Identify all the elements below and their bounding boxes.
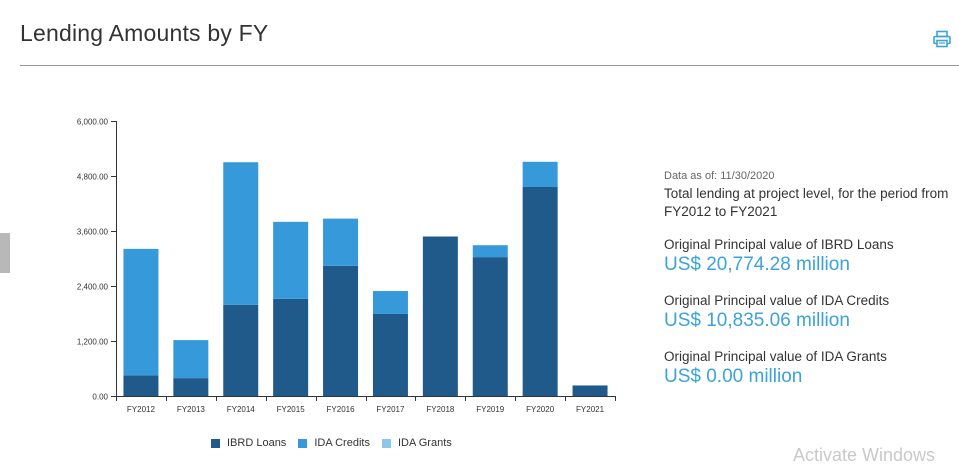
x-tick-label: FY2014 <box>227 405 256 414</box>
y-tick-label: 0.00 <box>92 393 108 402</box>
y-tick-label: 3,600.00 <box>77 228 109 237</box>
y-tick-label: 4,800.00 <box>77 173 109 182</box>
x-tick-label: FY2013 <box>177 405 206 414</box>
bar-ibrd <box>123 375 159 396</box>
legend-item-ibrd[interactable]: IBRD Loans <box>211 437 286 449</box>
legend-label-ida-grants: IDA Grants <box>397 437 452 449</box>
metric-label: Original Principal value of IDA Credits <box>664 293 890 308</box>
metric-value: US$ 10,835.06 million <box>664 310 850 331</box>
bar-ibrd <box>472 257 508 396</box>
side-scroll-tab[interactable] <box>0 233 10 273</box>
bar-ibrd <box>572 385 608 396</box>
metric-value: US$ 0.00 million <box>664 366 803 387</box>
print-button[interactable] <box>932 29 952 49</box>
chart-legend: IBRD Loans IDA Credits IDA Grants <box>211 436 464 450</box>
legend-swatch-ibrd <box>211 438 220 448</box>
bar-ibrd <box>273 298 309 396</box>
y-tick-label: 2,400.00 <box>77 283 109 292</box>
title-divider <box>20 65 959 66</box>
bar-ida-credits <box>223 162 259 305</box>
bar-ibrd <box>372 313 408 396</box>
bar-ida-credits <box>173 340 209 379</box>
metric-ida-credits: Original Principal value of IDA Credits … <box>664 292 959 333</box>
bar-ida-credits <box>123 248 159 376</box>
x-tick-label: FY2021 <box>576 405 605 414</box>
lending-chart: 0.00 1,200.00 2,400.00 3,600.00 4,800.00 6,00… <box>77 118 616 414</box>
bar-ibrd <box>173 378 209 396</box>
legend-label-ibrd: IBRD Loans <box>227 437 287 449</box>
legend-swatch-ida-credits <box>298 438 308 448</box>
legend-swatch-ida-grants <box>381 438 391 448</box>
bar-ida-credits <box>323 218 359 266</box>
printer-icon <box>933 30 951 48</box>
x-tick-label: FY2015 <box>277 405 306 414</box>
bar-ibrd <box>223 304 259 396</box>
metric-label: Original Principal value of IDA Grants <box>664 349 887 364</box>
bar-ibrd <box>522 187 558 396</box>
summary-panel: Data as of: 11/30/2020 Total lending at … <box>664 170 959 389</box>
x-tick-label: FY2017 <box>376 405 405 414</box>
legend-item-ida-credits[interactable]: IDA Credits <box>298 437 370 449</box>
y-tick-label: 1,200.00 <box>77 338 109 347</box>
activation-watermark: Activate Windows <box>793 445 936 465</box>
metric-value: US$ 20,774.28 million <box>664 254 850 275</box>
x-tick-label: FY2016 <box>327 405 356 414</box>
data-as-of: Data as of: 11/30/2020 <box>664 170 775 182</box>
x-tick-label: FY2012 <box>127 405 156 414</box>
legend-label-ida-credits: IDA Credits <box>314 437 370 449</box>
metric-ibrd: Original Principal value of IBRD Loans U… <box>664 236 959 277</box>
metric-label: Original Principal value of IBRD Loans <box>664 237 894 252</box>
legend-item-ida-grants[interactable]: IDA Grants <box>381 437 452 449</box>
x-tick-label: FY2019 <box>476 405 505 414</box>
bar-ibrd <box>323 265 359 396</box>
bar-ida-credits <box>472 245 508 258</box>
summary-text: Total lending at project level, for the … <box>664 186 949 219</box>
y-tick-label: 6,000.00 <box>77 118 109 127</box>
bar-ibrd <box>422 236 458 396</box>
bar-ida-credits <box>273 221 309 299</box>
bar-ida-credits <box>522 161 558 187</box>
x-tick-label: FY2020 <box>526 405 555 414</box>
metric-ida-grants: Original Principal value of IDA Grants U… <box>664 348 959 389</box>
x-tick-label: FY2018 <box>426 405 455 414</box>
bar-ida-credits <box>372 291 408 314</box>
page-title: Lending Amounts by FY <box>20 20 269 46</box>
